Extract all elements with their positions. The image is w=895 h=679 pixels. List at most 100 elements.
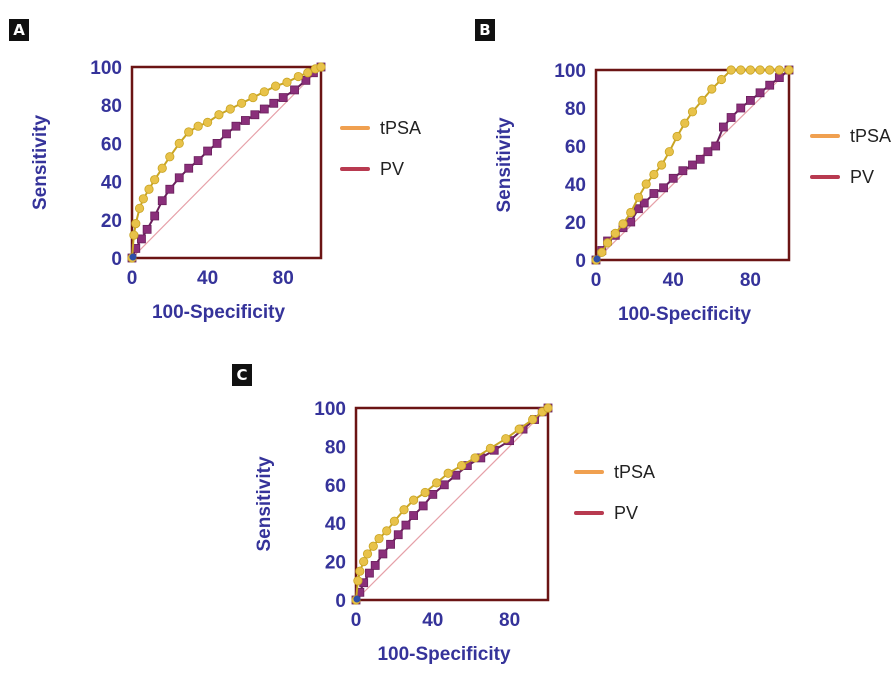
endpoint-marker xyxy=(593,255,601,263)
data-point xyxy=(237,98,247,108)
data-point xyxy=(408,495,419,505)
data-point xyxy=(353,576,363,586)
y-tick-label: 100 xyxy=(314,399,346,420)
data-point xyxy=(680,118,690,128)
data-point xyxy=(597,247,607,257)
data-point xyxy=(142,224,152,234)
legend-label-tpsa: tPSA xyxy=(614,462,655,482)
data-point xyxy=(389,516,399,526)
panel-label-c: C xyxy=(232,364,252,386)
y-tick-label: 40 xyxy=(565,175,586,196)
data-point xyxy=(271,81,281,91)
x-tick-label: 40 xyxy=(197,268,218,289)
data-point xyxy=(420,487,430,498)
data-point xyxy=(765,65,775,75)
data-point xyxy=(711,141,721,151)
data-point xyxy=(639,198,649,208)
data-point xyxy=(633,192,644,202)
data-point xyxy=(641,179,651,189)
data-point xyxy=(134,203,145,213)
data-point xyxy=(174,138,184,148)
data-point xyxy=(165,152,175,162)
data-point xyxy=(528,414,538,425)
data-point xyxy=(129,230,139,240)
y-tick-label: 60 xyxy=(101,134,122,155)
data-point xyxy=(716,74,727,85)
x-tick-label: 40 xyxy=(422,610,443,631)
data-point xyxy=(451,470,461,480)
data-point xyxy=(774,73,784,82)
data-point xyxy=(687,107,698,117)
data-point xyxy=(382,526,392,536)
data-point xyxy=(131,219,141,229)
roc-chart-a: 0 20 40 60 80 100 0 40 80 100-Specificity Sensitiv… xyxy=(30,58,421,323)
y-tick-label: 40 xyxy=(325,514,346,535)
data-point xyxy=(695,154,705,164)
data-point xyxy=(316,62,326,72)
data-point xyxy=(203,146,213,156)
data-point xyxy=(359,556,369,567)
y-tick-label: 60 xyxy=(325,476,346,497)
y-tick-label: 80 xyxy=(325,437,346,458)
data-point xyxy=(386,539,395,549)
x-tick-label: 0 xyxy=(127,268,138,289)
series-tpsa xyxy=(351,403,553,605)
x-tick-label: 40 xyxy=(663,270,684,291)
y-axis-label: Sensitivity xyxy=(494,117,515,212)
data-point xyxy=(485,443,495,453)
data-point xyxy=(157,163,167,173)
data-point xyxy=(649,169,659,180)
data-point xyxy=(259,87,269,97)
data-point xyxy=(409,511,419,520)
data-point xyxy=(470,453,480,463)
data-point xyxy=(301,75,311,85)
data-point xyxy=(193,156,203,165)
data-point xyxy=(755,88,765,98)
endpoint-marker xyxy=(129,253,137,261)
data-point xyxy=(282,77,292,87)
data-point xyxy=(428,489,438,499)
data-point xyxy=(184,127,194,137)
y-tick-label: 0 xyxy=(335,591,346,612)
data-point xyxy=(664,147,674,157)
legend: tPSA PV xyxy=(810,126,891,187)
data-point xyxy=(443,468,453,478)
x-axis-label: 100-Specificity xyxy=(618,304,751,325)
data-point xyxy=(626,207,636,218)
data-point xyxy=(765,80,775,90)
data-point xyxy=(610,228,620,238)
data-point xyxy=(501,434,511,444)
series-tpsa xyxy=(127,62,326,263)
endpoint-marker xyxy=(353,595,361,603)
data-point xyxy=(212,138,222,148)
y-axis-label: Sensitivity xyxy=(254,456,275,551)
data-point xyxy=(755,65,765,75)
y-tick-label: 80 xyxy=(101,96,122,117)
x-axis-label: 100-Specificity xyxy=(377,644,510,665)
y-tick-label: 80 xyxy=(565,99,586,120)
data-point xyxy=(514,424,524,434)
data-point xyxy=(736,103,746,113)
x-tick-label: 0 xyxy=(591,270,602,291)
legend-label-tpsa: tPSA xyxy=(380,118,421,138)
data-point xyxy=(668,173,678,183)
x-tick-label: 80 xyxy=(740,270,761,291)
data-point xyxy=(774,65,784,75)
data-point xyxy=(726,113,736,122)
y-tick-label: 100 xyxy=(90,58,122,79)
data-point xyxy=(222,129,231,139)
data-point xyxy=(290,85,299,95)
y-tick-label: 20 xyxy=(325,553,346,574)
panel-label-a: A xyxy=(9,19,29,41)
data-point xyxy=(401,520,411,530)
data-point xyxy=(543,403,553,413)
series-tpsa xyxy=(591,65,794,265)
x-tick-label: 80 xyxy=(273,268,294,289)
legend: tPSA PV xyxy=(574,462,655,523)
data-point xyxy=(602,238,613,248)
y-tick-label: 20 xyxy=(565,213,586,234)
legend-label-pv: PV xyxy=(614,503,638,523)
data-point xyxy=(378,549,388,559)
roc-chart-b: 0 20 40 60 80 100 0 40 80 100-Specificity Sensitiv… xyxy=(494,61,891,325)
data-point xyxy=(745,65,756,75)
